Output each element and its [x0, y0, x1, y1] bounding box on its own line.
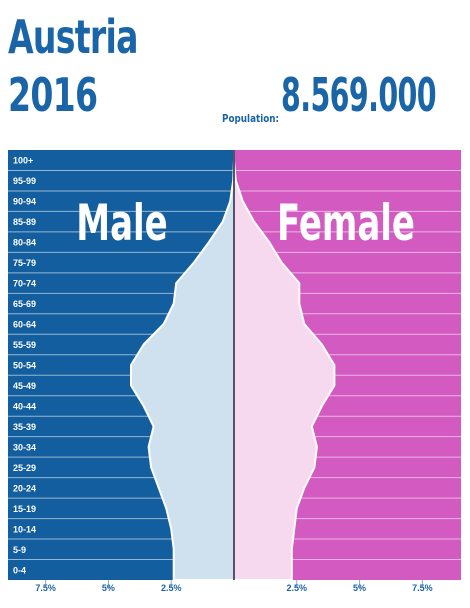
male-point-5-9	[172, 548, 175, 551]
female-point-10-14	[293, 528, 296, 530]
age-label-30-34: 30-34	[13, 442, 36, 452]
population-label: Population:	[222, 112, 280, 125]
female-point-80-84	[268, 241, 270, 243]
male-point-20-24	[157, 487, 160, 489]
male-point-85-89	[221, 220, 224, 223]
male-point-40-44	[142, 405, 145, 407]
age-label-95-99: 95-99	[13, 176, 36, 186]
female-point-70-74	[298, 282, 301, 284]
age-label-85-89: 85-89	[13, 217, 36, 227]
age-label-25-29: 25-29	[13, 463, 36, 473]
age-label-35-39: 35-39	[13, 422, 36, 432]
male-point-25-29	[150, 466, 152, 469]
country-title: Austria	[8, 10, 138, 64]
female-point-95-99	[234, 179, 237, 182]
female-point-20-24	[303, 487, 306, 489]
x-tick-label: 2.5%	[287, 583, 308, 593]
female-point-30-34	[316, 446, 318, 448]
age-label-15-19: 15-19	[13, 504, 36, 514]
female-point-90-94	[241, 200, 244, 202]
x-tick-label: 7.5%	[35, 583, 56, 593]
male-point-30-34	[147, 446, 150, 448]
age-label-0-4: 0-4	[13, 565, 26, 575]
x-tick-label: 5%	[102, 583, 115, 593]
male-point-15-19	[165, 507, 167, 510]
age-label-20-24: 20-24	[13, 483, 36, 493]
male-point-60-64	[162, 323, 165, 325]
age-label-100+: 100+	[13, 156, 33, 166]
female-point-0-4	[290, 568, 293, 571]
male-point-75-79	[193, 261, 195, 264]
age-label-65-69: 65-69	[13, 299, 36, 309]
male-point-65-69	[172, 302, 175, 305]
age-label-40-44: 40-44	[13, 401, 36, 411]
x-tick-label: 7.5%	[412, 583, 433, 593]
female-point-5-9	[290, 548, 293, 551]
male-point-50-54	[130, 364, 132, 366]
age-label-90-94: 90-94	[13, 197, 36, 207]
female-label: Female	[277, 194, 415, 252]
female-point-35-39	[311, 425, 313, 428]
age-label-5-9: 5-9	[13, 545, 26, 555]
population-value: 8.569.000	[281, 68, 437, 122]
female-point-65-69	[298, 302, 301, 305]
female-point-55-59	[321, 343, 323, 346]
female-point-25-29	[313, 466, 316, 469]
female-point-75-79	[280, 261, 283, 264]
female-point-85-89	[253, 220, 255, 223]
male-point-55-59	[142, 343, 145, 346]
x-tick-label: 5%	[353, 583, 366, 593]
age-label-55-59: 55-59	[13, 340, 36, 350]
x-tick-label: 2.5%	[161, 583, 182, 593]
age-label-70-74: 70-74	[13, 279, 36, 289]
male-point-0-4	[172, 568, 175, 571]
year-title: 2016	[8, 68, 98, 122]
male-point-70-74	[175, 282, 178, 284]
male-point-80-84	[208, 241, 210, 243]
male-point-10-14	[170, 528, 173, 530]
age-label-45-49: 45-49	[13, 381, 36, 391]
female-point-60-64	[303, 323, 306, 325]
female-point-40-44	[321, 405, 323, 407]
age-label-10-14: 10-14	[13, 524, 36, 534]
age-label-50-54: 50-54	[13, 361, 36, 371]
male-point-90-94	[229, 200, 232, 202]
male-point-35-39	[152, 425, 155, 428]
female-point-50-54	[333, 364, 336, 366]
male-point-45-49	[130, 384, 132, 387]
age-label-80-84: 80-84	[13, 238, 36, 248]
female-point-15-19	[295, 507, 298, 510]
male-label: Male	[76, 194, 167, 252]
age-label-75-79: 75-79	[13, 258, 36, 268]
female-point-45-49	[333, 384, 336, 387]
age-label-60-64: 60-64	[13, 320, 36, 330]
